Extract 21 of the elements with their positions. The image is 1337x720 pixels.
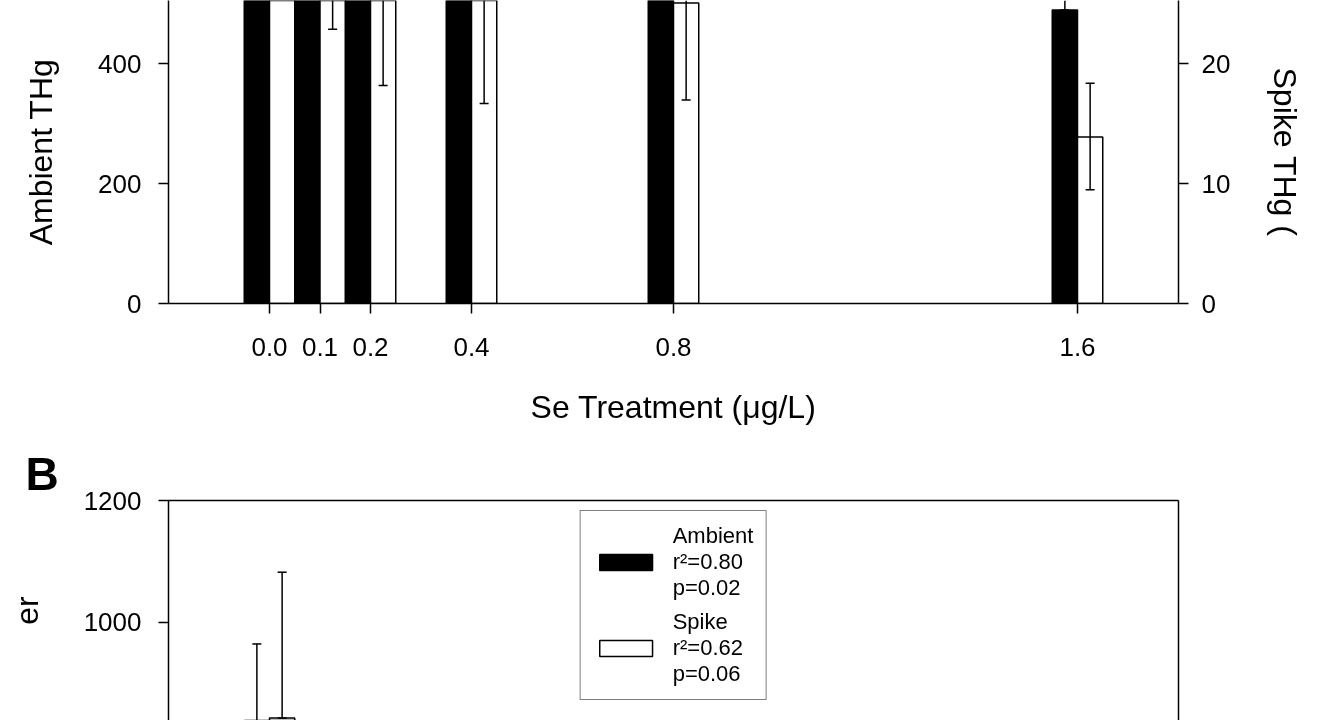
y2-tick-label: 0 bbox=[1201, 288, 1216, 319]
x-tick-label: 0.0 bbox=[251, 331, 288, 362]
y-tick-label: 400 bbox=[98, 48, 142, 79]
chart-title: B bbox=[25, 447, 59, 500]
y2-tick-label: 20 bbox=[1201, 48, 1231, 79]
x-axis-title: Se Treatment (μg/L) bbox=[530, 388, 816, 425]
y-axis-title: er bbox=[8, 595, 45, 625]
x-tick-label: 0.1 bbox=[301, 331, 339, 362]
x-tick-label: 0.4 bbox=[453, 331, 490, 362]
x-tick-label: 0.8 bbox=[655, 331, 692, 362]
y-tick-label: 1000 bbox=[83, 607, 142, 638]
y2-axis-title: Spike THg ( bbox=[1267, 67, 1304, 237]
y-tick-label: 0 bbox=[127, 288, 142, 319]
y-axis-title: Ambient THg bbox=[23, 59, 60, 246]
y-tick-label: 200 bbox=[98, 168, 142, 199]
legend-label: Spike r²=0.62 p=0.06 bbox=[672, 609, 743, 687]
y2-tick-label: 10 bbox=[1201, 168, 1231, 199]
x-tick-label: 0.2 bbox=[352, 331, 389, 362]
x-tick-label: 1.6 bbox=[1059, 331, 1096, 362]
y-tick-label: 1200 bbox=[83, 485, 142, 516]
legend-label: Ambient r²=0.80 p=0.02 bbox=[672, 523, 754, 601]
